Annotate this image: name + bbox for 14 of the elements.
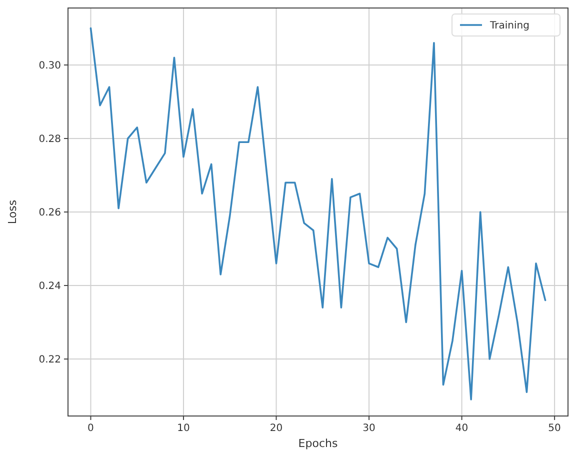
x-tick-label: 50 [548,423,561,434]
x-tick-label: 0 [88,423,94,434]
legend-label: Training [489,20,530,32]
y-tick-label: 0.30 [38,60,61,72]
x-axis-title: Epochs [298,437,338,450]
x-tick-label: 40 [455,423,468,434]
x-tick-label: 30 [362,423,376,434]
y-axis-title: Loss [6,200,19,224]
y-tick-label: 0.24 [38,281,61,292]
y-tick-label: 0.22 [38,354,61,366]
x-tick-label: 20 [270,423,283,434]
x-tick-label: 10 [177,423,190,434]
y-tick-label: 0.26 [38,208,61,218]
y-tick-label: 0.28 [38,134,61,145]
